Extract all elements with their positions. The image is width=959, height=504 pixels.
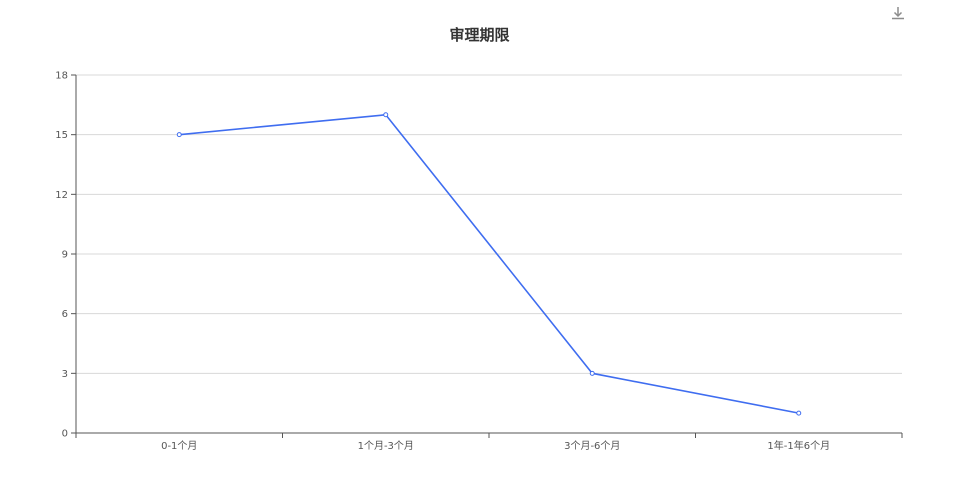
data-point (589, 370, 595, 376)
x-tick-label: 1个月-3个月 (358, 440, 414, 452)
y-tick-label: 9 (62, 250, 68, 261)
chart-title: 审理期限 (449, 26, 510, 44)
download-button[interactable] (889, 5, 907, 23)
series-line (179, 113, 799, 414)
data-point (176, 132, 182, 138)
y-tick-label: 6 (62, 309, 68, 320)
y-tick-label: 18 (55, 71, 68, 82)
x-tick-label: 3个月-6个月 (564, 440, 620, 452)
y-tick-label: 0 (62, 429, 68, 440)
x-tick-label: 1年-1年6个月 (767, 439, 830, 452)
download-icon (892, 7, 904, 20)
y-tick-label: 12 (55, 190, 68, 201)
y-tick-label: 3 (62, 369, 68, 380)
y-tick-label: 15 (55, 130, 68, 141)
data-point (796, 410, 802, 416)
x-tick-label: 0-1个月 (161, 440, 197, 452)
data-point (383, 112, 389, 118)
